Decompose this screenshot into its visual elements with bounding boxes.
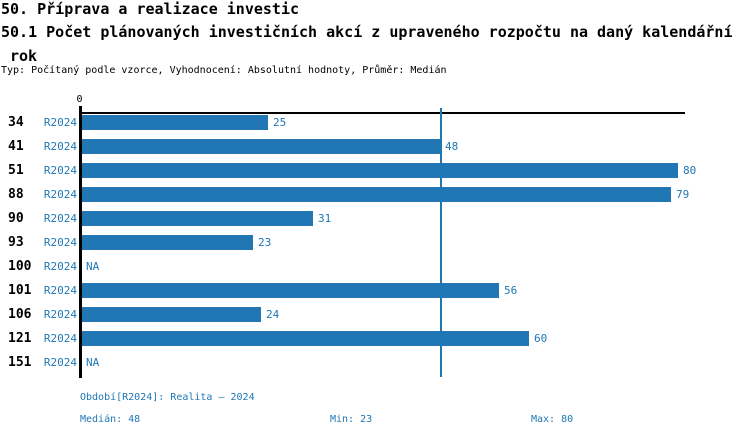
- bar-value-label: NA: [86, 260, 100, 273]
- bar: [82, 283, 499, 298]
- bar: [82, 163, 678, 178]
- footer-max-stat: Max: 80: [531, 414, 574, 425]
- row-series-label: R2024: [43, 356, 77, 369]
- bar-value-label: 56: [504, 284, 518, 297]
- bar: [82, 235, 253, 250]
- chart-row: 51 R2024 80: [0, 163, 750, 178]
- row-series-label: R2024: [43, 116, 77, 129]
- bar: [82, 187, 671, 202]
- chart-row: 41 R2024 48: [0, 139, 750, 154]
- bar: [82, 307, 261, 322]
- bar: [82, 331, 529, 346]
- chart-row: 100 R2024 NA: [0, 259, 750, 274]
- chart-row: 151 R2024 NA: [0, 355, 750, 370]
- row-category-label: 121: [8, 331, 32, 346]
- row-series-label: R2024: [43, 164, 77, 177]
- bar-value-label: 80: [683, 164, 697, 177]
- row-category-label: 101: [8, 283, 32, 298]
- chart-row: 101 R2024 56: [0, 283, 750, 298]
- y-axis-line: [79, 106, 82, 378]
- row-series-label: R2024: [43, 332, 77, 345]
- row-series-label: R2024: [43, 308, 77, 321]
- chart-row: 88 R2024 79: [0, 187, 750, 202]
- bar-value-label: 25: [273, 116, 287, 129]
- row-category-label: 34: [8, 115, 24, 130]
- row-category-label: 151: [8, 355, 32, 370]
- row-series-label: R2024: [43, 284, 77, 297]
- chart-row: 90 R2024 31: [0, 211, 750, 226]
- row-series-label: R2024: [43, 188, 77, 201]
- bar: [82, 115, 268, 130]
- x-axis-line: [79, 112, 685, 114]
- row-category-label: 93: [8, 235, 24, 250]
- row-category-label: 51: [8, 163, 24, 178]
- bar: [82, 211, 313, 226]
- chart-row: 106 R2024 24: [0, 307, 750, 322]
- chart-row: 121 R2024 60: [0, 331, 750, 346]
- footer-median-stat: Medián: 48: [80, 414, 141, 425]
- row-series-label: R2024: [43, 236, 77, 249]
- bar: [82, 139, 440, 154]
- x-axis-tick-label-0: 0: [76, 94, 83, 105]
- chart-row: 34 R2024 25: [0, 115, 750, 130]
- chart-row: 93 R2024 23: [0, 235, 750, 250]
- row-category-label: 90: [8, 211, 24, 226]
- row-category-label: 100: [8, 259, 32, 274]
- chart-meta-line: Typ: Počítaný podle vzorce, Vyhodnocení:…: [1, 65, 447, 76]
- footer-period-label: Období[R2024]: Realita – 2024: [80, 392, 255, 403]
- bar-value-label: NA: [86, 356, 100, 369]
- bar-value-label: 60: [534, 332, 548, 345]
- row-category-label: 41: [8, 139, 24, 154]
- row-category-label: 88: [8, 187, 24, 202]
- bar-value-label: 31: [318, 212, 332, 225]
- bar-value-label: 23: [258, 236, 272, 249]
- bar-value-label: 48: [445, 140, 459, 153]
- median-reference-line: [440, 108, 442, 377]
- bar-value-label: 79: [676, 188, 690, 201]
- bar-value-label: 24: [266, 308, 280, 321]
- row-category-label: 106: [8, 307, 32, 322]
- page-title: 50. Příprava a realizace investic: [1, 0, 300, 18]
- footer-min-stat: Min: 23: [330, 414, 373, 425]
- row-series-label: R2024: [43, 260, 77, 273]
- chart-title: 50.1 Počet plánovaných investičních akcí…: [1, 23, 733, 65]
- row-series-label: R2024: [43, 140, 77, 153]
- row-series-label: R2024: [43, 212, 77, 225]
